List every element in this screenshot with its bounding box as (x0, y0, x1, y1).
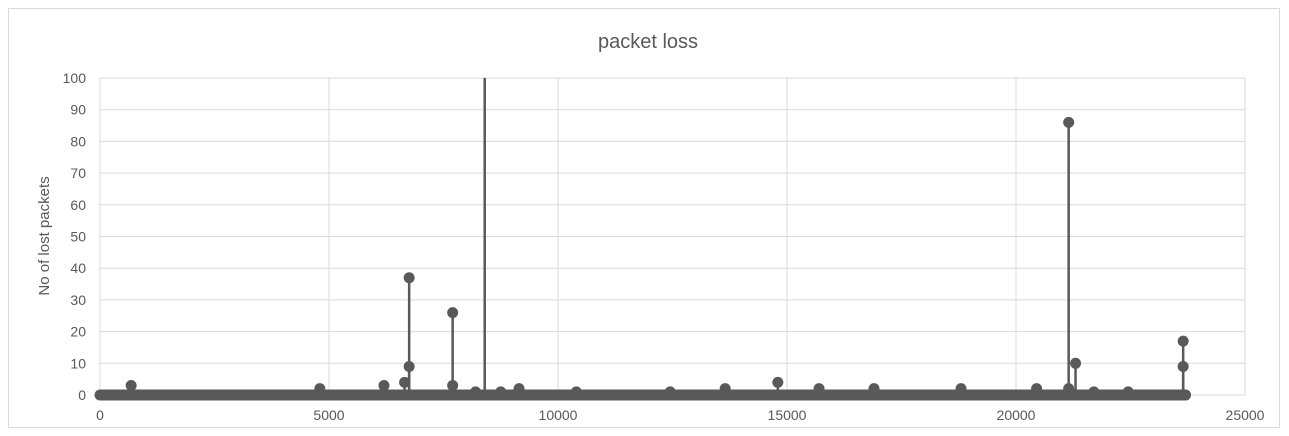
data-point (813, 383, 825, 395)
y-tick-label: 50 (70, 229, 86, 245)
data-point (955, 383, 967, 395)
tick-labels: 0 10 20 30 40 50 60 70 80 90 100 0 5000 10000 15000 200… (63, 70, 1265, 423)
data-point (719, 383, 731, 395)
y-tick-label: 60 (70, 197, 86, 213)
data-point (868, 383, 880, 395)
data-point (513, 383, 525, 395)
data-point (1122, 386, 1134, 398)
data-point (1063, 116, 1075, 128)
data-point (772, 376, 784, 388)
y-tick-label: 40 (70, 260, 86, 276)
data-point (1088, 386, 1100, 398)
data-point (1070, 357, 1082, 369)
data-point (1179, 389, 1191, 401)
y-tick-label: 80 (70, 133, 86, 149)
data-point (1177, 360, 1189, 372)
y-tick-label: 100 (63, 70, 87, 86)
data-point (470, 386, 482, 398)
data-point (403, 360, 415, 372)
data-point (1177, 335, 1189, 347)
data-point (570, 386, 582, 398)
y-axis-label: No of lost packets (36, 176, 53, 295)
y-tick-label: 90 (70, 102, 86, 118)
x-tick-label: 5000 (313, 407, 344, 423)
y-tick-label: 30 (70, 292, 86, 308)
x-tick-label: 25000 (1226, 407, 1265, 423)
data-marks (94, 78, 1191, 401)
x-tick-label: 10000 (539, 407, 578, 423)
data-point (314, 383, 326, 395)
x-tick-label: 20000 (997, 407, 1036, 423)
chart-title: packet loss (598, 31, 698, 53)
data-point (447, 307, 459, 319)
gridlines (99, 77, 1246, 396)
data-point (399, 376, 411, 388)
data-point (1031, 383, 1043, 395)
data-point (125, 379, 137, 391)
data-point (447, 379, 459, 391)
y-tick-label: 10 (70, 355, 86, 371)
data-point (1063, 383, 1075, 395)
x-tick-label: 0 (96, 407, 104, 423)
data-point (403, 272, 415, 284)
data-point (378, 379, 390, 391)
data-point (664, 386, 676, 398)
y-tick-label: 0 (78, 387, 86, 403)
y-tick-label: 20 (70, 324, 86, 340)
data-point (495, 386, 507, 398)
x-tick-label: 15000 (768, 407, 807, 423)
y-tick-label: 70 (70, 165, 86, 181)
